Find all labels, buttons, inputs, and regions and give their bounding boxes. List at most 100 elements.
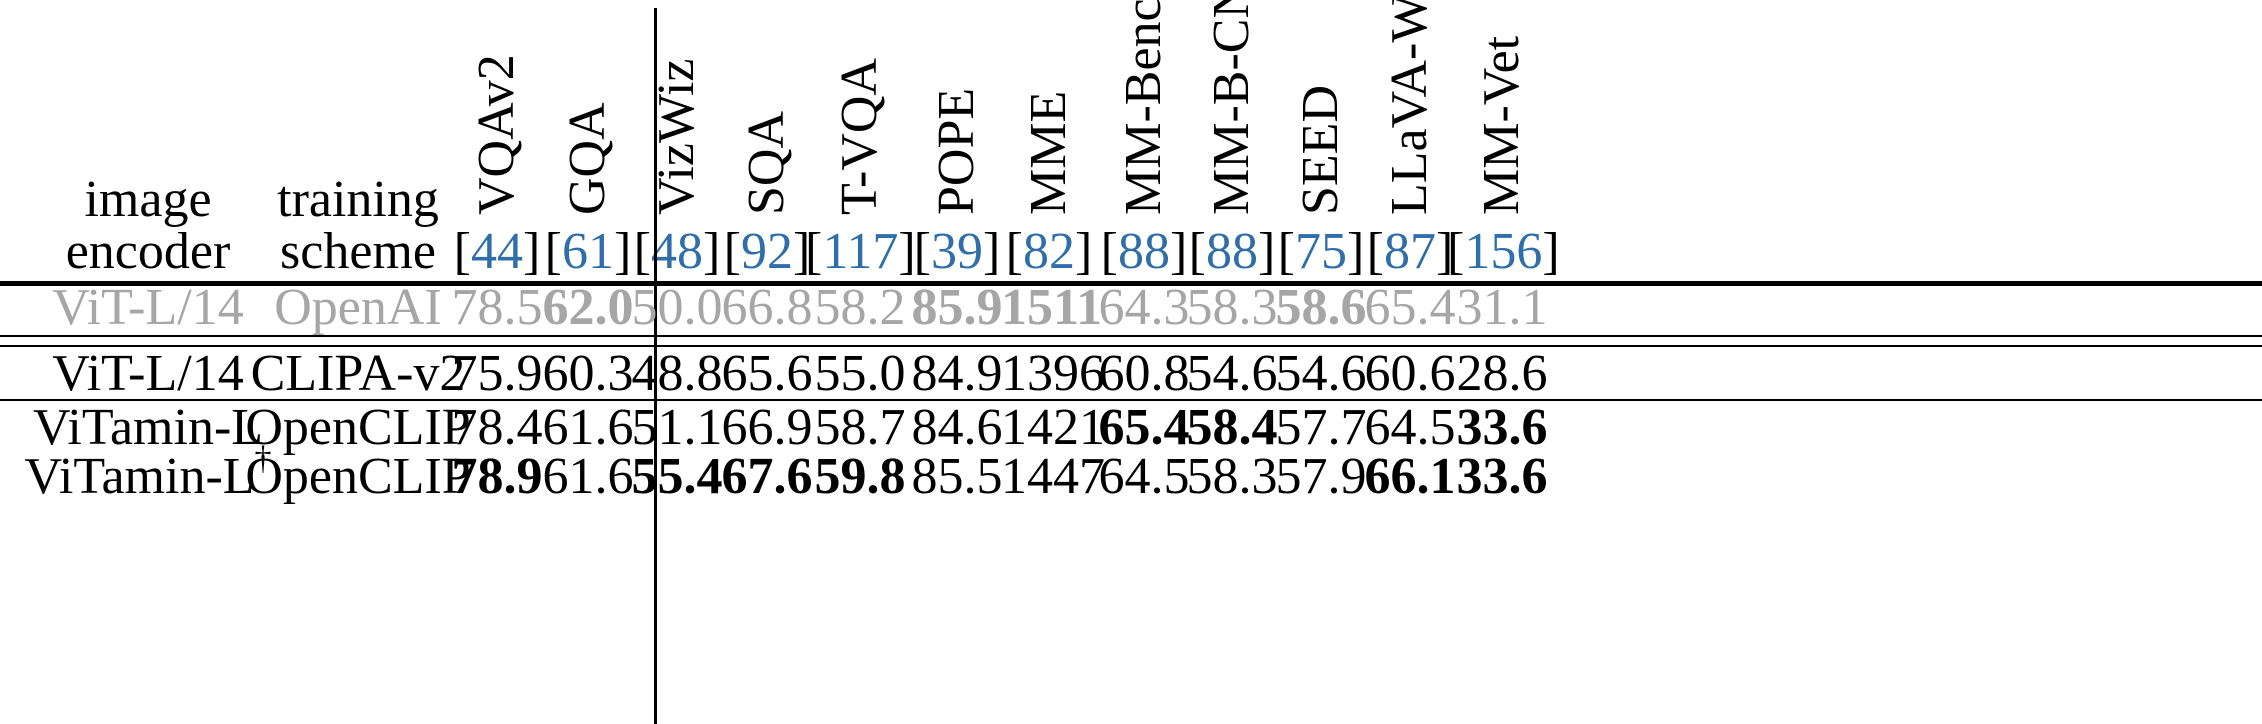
citation-link[interactable]: 48 (651, 223, 703, 280)
table-cell-pope: 85.5 (911, 448, 1003, 505)
table-cell-gqa: 62.0 (542, 279, 634, 336)
row-scheme: OpenAI (274, 279, 442, 336)
benchmark-citation: [44] (453, 223, 541, 280)
table-cell-mm-b-cn: 58.3 (1186, 448, 1278, 505)
table-cell-sqa: 66.8 (721, 279, 813, 336)
table-cell-vizwiz: 50.0 (631, 279, 723, 336)
benchmark-name-pope: POPE (928, 87, 985, 215)
table-cell-mm-b-cn: 58.3 (1186, 279, 1278, 336)
benchmark-name-mme: MME (1020, 90, 1077, 215)
table-cell-vqav2: 78.9 (451, 448, 543, 505)
benchmark-citation: [82] (1005, 223, 1093, 280)
benchmark-citation: [88] (1188, 223, 1276, 280)
table-cell-llava-wild: 64.5 (1364, 399, 1456, 456)
row-separator-rule (0, 399, 2262, 401)
header-rule (0, 281, 2262, 286)
header-image-label: image (84, 171, 212, 228)
table-cell-vizwiz: 51.1 (631, 399, 723, 456)
table-cell-pope: 84.9 (911, 345, 1003, 402)
citation-link[interactable]: 88 (1206, 223, 1258, 280)
table-cell-llava-wild: 60.6 (1364, 345, 1456, 402)
table-cell-mm-bench: 64.3 (1098, 279, 1190, 336)
header-encoder-label: encoder (65, 223, 231, 280)
benchmark-citation: [117] (805, 223, 916, 280)
table-cell-mme: 1396 (1001, 345, 1105, 402)
citation-link[interactable]: 44 (471, 223, 523, 280)
benchmark-name-mm-b-cn: MM-B-CN (1203, 0, 1260, 215)
citation-link[interactable]: 61 (562, 223, 614, 280)
table-cell-llava-wild: 65.4 (1364, 279, 1456, 336)
table-cell-mm-bench: 60.8 (1098, 345, 1190, 402)
table-cell-mme: 1511 (1001, 279, 1103, 336)
table-cell-mm-vet: 31.1 (1456, 279, 1548, 336)
citation-link[interactable]: 82 (1023, 223, 1075, 280)
benchmark-name-mm-vet: MM-Vet (1473, 35, 1530, 215)
table-cell-pope: 85.9 (911, 279, 1003, 336)
table-cell-llava-wild: 66.1 (1364, 448, 1456, 505)
citation-link[interactable]: 75 (1295, 223, 1347, 280)
citation-link[interactable]: 88 (1118, 223, 1170, 280)
benchmark-citation: [88] (1100, 223, 1188, 280)
table-cell-vqav2: 78.5 (451, 279, 543, 336)
row-encoder: ViT-L/14 (52, 279, 244, 336)
table-cell-vizwiz: 55.4 (631, 448, 723, 505)
benchmark-citation: [87] (1366, 223, 1454, 280)
citation-link[interactable]: 156 (1464, 223, 1543, 280)
row-scheme: OpenCLIP (245, 399, 471, 456)
table-cell-sqa: 65.6 (721, 345, 813, 402)
table-cell-vqav2: 75.9 (451, 345, 543, 402)
table-cell-seed: 58.6 (1275, 279, 1367, 336)
row-scheme: OpenCLIP (245, 448, 471, 505)
table-cell-t-vqa: 58.2 (814, 279, 906, 336)
row-encoder: ViTamin-L† (24, 439, 272, 505)
header-scheme-label: scheme (280, 223, 436, 280)
table-cell-mm-vet: 33.6 (1456, 399, 1548, 456)
benchmark-citation: [39] (913, 223, 1001, 280)
citation-link[interactable]: 117 (822, 223, 899, 280)
table-cell-vqav2: 78.4 (451, 399, 543, 456)
table-cell-t-vqa: 55.0 (814, 345, 906, 402)
benchmark-name-vizwiz: VizWiz (648, 58, 705, 215)
header-training-label: training (277, 171, 439, 228)
column-divider (654, 8, 657, 724)
citation-link[interactable]: 92 (741, 223, 793, 280)
table-cell-seed: 57.7 (1275, 399, 1367, 456)
row-encoder: ViTamin-L (32, 399, 264, 456)
dagger-mark: † (254, 439, 272, 477)
benchmark-name-vqav2: VQAv2 (468, 54, 525, 215)
benchmark-name-sqa: SQA (738, 110, 795, 215)
benchmark-citation: [92] (723, 223, 811, 280)
benchmark-citation: [75] (1277, 223, 1365, 280)
citation-link[interactable]: 39 (931, 223, 983, 280)
table-cell-mm-b-cn: 58.4 (1186, 399, 1278, 456)
table-cell-seed: 57.9 (1275, 448, 1367, 505)
table-cell-mme: 1421 (1001, 399, 1105, 456)
benchmark-name-t-vqa: T-VQA (831, 58, 888, 215)
benchmark-name-gqa: GQA (559, 102, 616, 215)
separator-rule-bottom (0, 345, 2262, 347)
table-cell-mm-vet: 28.6 (1456, 345, 1548, 402)
benchmark-citation: [156] (1447, 223, 1560, 280)
benchmark-citation: [48] (633, 223, 721, 280)
table-cell-sqa: 66.9 (721, 399, 813, 456)
table-cell-sqa: 67.6 (721, 448, 813, 505)
separator-rule-top (0, 335, 2262, 337)
table-cell-t-vqa: 58.7 (814, 399, 906, 456)
benchmark-name-llava-wild: LLaVA-Wild (1381, 0, 1438, 215)
table-cell-mm-bench: 64.5 (1098, 448, 1190, 505)
table-cell-vizwiz: 48.8 (631, 345, 723, 402)
table-cell-gqa: 61.6 (542, 399, 634, 456)
table-cell-gqa: 61.6 (542, 448, 634, 505)
citation-link[interactable]: 87 (1384, 223, 1436, 280)
table-cell-mm-bench: 65.4 (1098, 399, 1190, 456)
benchmark-name-mm-bench: MM-Bench (1115, 0, 1172, 215)
row-encoder: ViT-L/14 (52, 345, 244, 402)
benchmark-name-seed: SEED (1292, 85, 1349, 215)
table-cell-seed: 54.6 (1275, 345, 1367, 402)
row-scheme: CLIPA-v2 (250, 345, 466, 402)
table-cell-mm-vet: 33.6 (1456, 448, 1548, 505)
benchmark-citation: [61] (544, 223, 632, 280)
table-cell-t-vqa: 59.8 (814, 448, 906, 505)
table-cell-pope: 84.6 (911, 399, 1003, 456)
